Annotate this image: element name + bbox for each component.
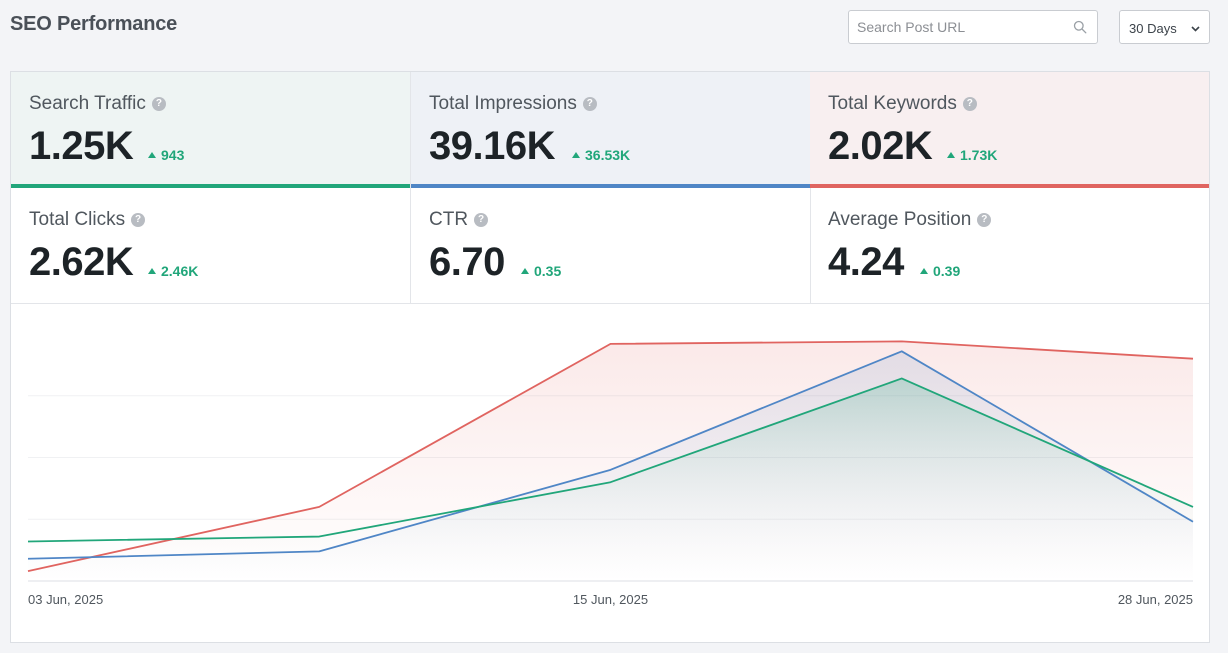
x-tick-label: 28 Jun, 2025 [1118,592,1193,607]
arrow-up-icon [148,268,156,274]
chevron-down-icon [1191,26,1200,32]
stat-label: CTR [429,209,469,230]
help-icon[interactable]: ? [977,213,992,227]
stat-delta: 36.53K [572,147,630,163]
performance-chart[interactable]: 03 Jun, 2025 15 Jun, 2025 28 Jun, 2025 [11,304,1209,642]
stat-total-clicks[interactable]: Total Clicks? 2.62K 2.46K [11,188,411,304]
stat-value: 2.02K [828,124,933,168]
stat-delta: 943 [148,147,184,163]
x-tick-label: 03 Jun, 2025 [28,592,103,607]
stat-label: Total Clicks [29,209,126,230]
help-icon[interactable]: ? [962,97,977,111]
search-input[interactable] [849,11,1069,43]
search-icon[interactable] [1073,20,1087,34]
stat-delta: 0.35 [521,263,561,279]
stat-delta: 1.73K [947,147,997,163]
stat-search-traffic[interactable]: Search Traffic? 1.25K 943 [11,72,411,188]
stat-value: 39.16K [429,124,555,168]
search-box[interactable] [848,10,1098,44]
series-line-0 [27,340,1194,572]
stat-total-keywords[interactable]: Total Keywords? 2.02K 1.73K [810,72,1209,188]
stat-label: Search Traffic [29,93,146,114]
series-line-1 [27,350,1194,560]
series-area-2 [28,378,1193,581]
stat-color-bar [411,184,810,188]
stat-delta: 2.46K [148,263,198,279]
stat-color-bar [810,184,1209,188]
help-icon[interactable]: ? [474,213,489,227]
stat-color-bar [11,184,410,188]
x-tick-label: 15 Jun, 2025 [573,592,648,607]
help-icon[interactable]: ? [131,213,146,227]
series-line-2 [27,377,1194,543]
arrow-up-icon [920,268,928,274]
help-icon[interactable]: ? [582,97,597,111]
stat-total-impressions[interactable]: Total Impressions? 39.16K 36.53K [411,72,811,188]
chart-svg[interactable]: 03 Jun, 2025 15 Jun, 2025 28 Jun, 2025 [11,304,1209,642]
help-icon[interactable]: ? [151,97,166,111]
stat-value: 6.70 [429,240,505,284]
stats-grid: Search Traffic? 1.25K 943 Total Impressi… [11,72,1209,304]
stat-label: Total Impressions [429,93,577,114]
arrow-up-icon [148,152,156,158]
page-title: SEO Performance [10,13,178,35]
date-range-select[interactable]: 30 Days [1119,10,1210,44]
seo-performance-card: Search Traffic? 1.25K 943 Total Impressi… [10,71,1210,643]
stat-value: 4.24 [828,240,904,284]
stat-average-position[interactable]: Average Position? 4.24 0.39 [810,188,1209,304]
stat-label: Average Position [828,209,972,230]
stat-value: 1.25K [29,124,134,168]
arrow-up-icon [947,152,955,158]
arrow-up-icon [572,152,580,158]
stat-label: Total Keywords [828,93,957,114]
date-range-label: 30 Days [1129,21,1177,36]
stat-ctr[interactable]: CTR? 6.70 0.35 [411,188,811,304]
arrow-up-icon [521,268,529,274]
stat-value: 2.62K [29,240,134,284]
stat-delta: 0.39 [920,263,960,279]
